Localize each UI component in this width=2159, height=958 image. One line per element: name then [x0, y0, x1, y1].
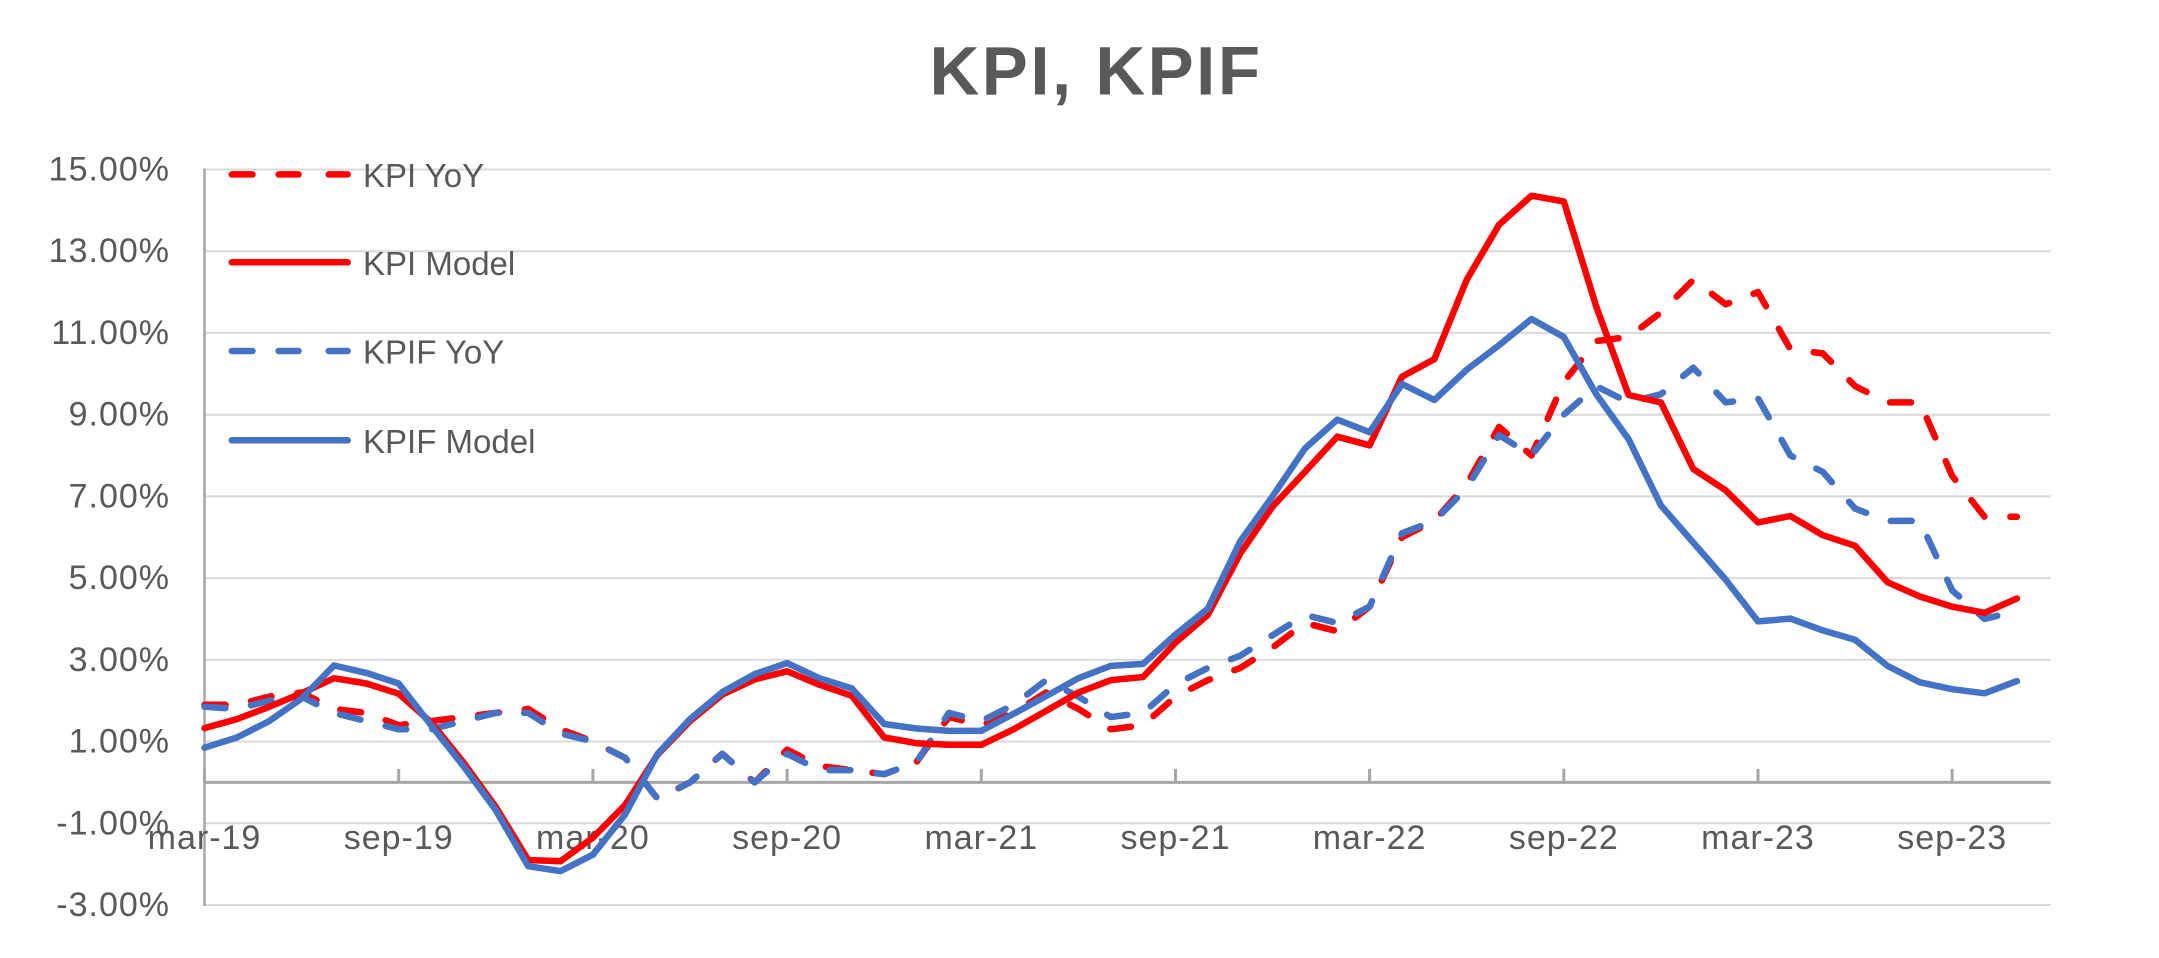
svg-text:1.00%: 1.00% [69, 723, 170, 761]
svg-text:sep-22: sep-22 [1509, 819, 1619, 857]
svg-text:15.00%: 15.00% [49, 151, 170, 189]
svg-text:13.00%: 13.00% [49, 232, 170, 270]
svg-text:mar-21: mar-21 [924, 819, 1038, 857]
svg-text:3.00%: 3.00% [69, 641, 170, 679]
svg-text:9.00%: 9.00% [69, 396, 170, 434]
svg-text:sep-21: sep-21 [1121, 819, 1231, 857]
svg-text:sep-20: sep-20 [732, 819, 842, 857]
svg-text:KPIF YoY: KPIF YoY [363, 334, 504, 371]
svg-text:mar-19: mar-19 [148, 819, 262, 857]
svg-text:sep-23: sep-23 [1897, 819, 2007, 857]
svg-text:-1.00%: -1.00% [56, 804, 170, 842]
svg-text:11.00%: 11.00% [51, 314, 170, 352]
svg-text:5.00%: 5.00% [69, 559, 170, 597]
svg-text:KPI Model: KPI Model [363, 245, 515, 282]
svg-text:KPI YoY: KPI YoY [363, 157, 484, 194]
svg-text:mar-22: mar-22 [1313, 819, 1427, 857]
svg-text:mar-23: mar-23 [1701, 819, 1815, 857]
svg-text:KPI, KPIF: KPI, KPIF [929, 33, 1262, 110]
svg-text:-3.00%: -3.00% [56, 886, 170, 924]
svg-text:7.00%: 7.00% [69, 477, 170, 515]
svg-text:KPIF Model: KPIF Model [363, 423, 535, 460]
svg-text:sep-19: sep-19 [344, 819, 454, 857]
